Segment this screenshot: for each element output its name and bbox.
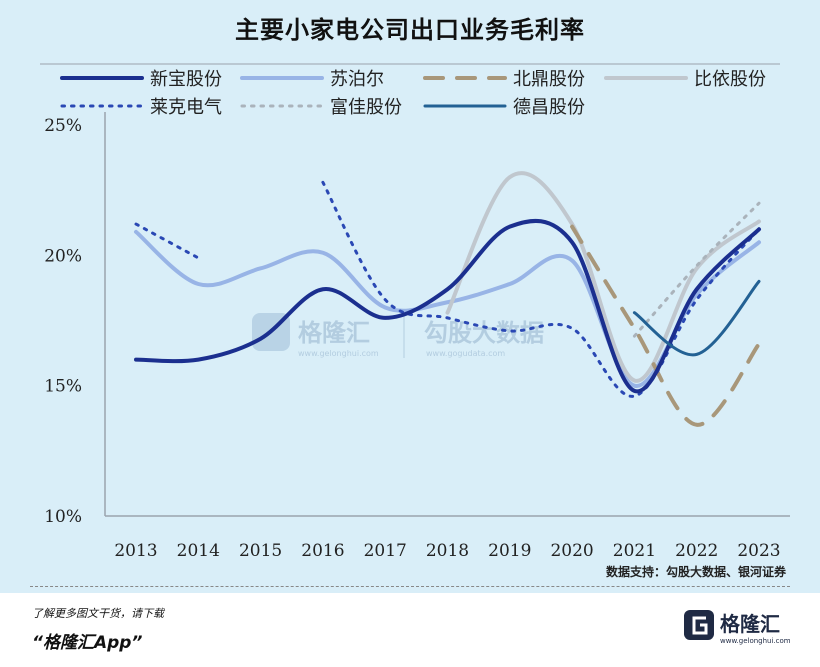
legend-label: 莱克电气 <box>150 97 222 118</box>
y-tick-label: 15% <box>44 377 82 397</box>
series-line-富佳股份 <box>632 201 761 338</box>
legend-label: 北鼎股份 <box>513 69 585 90</box>
x-tick-label: 2018 <box>426 541 469 561</box>
brand-logo-url: www.gelonghui.com <box>720 637 791 645</box>
watermark-left-url: www.gelonghui.com <box>298 349 379 358</box>
chart-title: 主要小家电公司出口业务毛利率 <box>235 16 585 44</box>
brand-logo-icon <box>684 610 714 640</box>
series-line-莱克电气 <box>134 222 200 260</box>
series-line-德昌股份 <box>632 279 761 357</box>
legend-label: 新宝股份 <box>150 69 222 90</box>
x-tick-label: 2017 <box>364 541 407 561</box>
footer-divider <box>30 586 790 587</box>
x-tick-label: 2021 <box>613 541 656 561</box>
line-chart: 格隆汇 www.gelonghui.com 勾股大数据 www.gogudata.co… <box>40 63 790 561</box>
x-tick-label: 2022 <box>675 541 718 561</box>
x-tick-label: 2023 <box>737 541 780 561</box>
chart-card: 主要小家电公司出口业务毛利率 格隆汇 www.gelonghui.com 勾股大数据… <box>0 0 820 593</box>
x-tick-label: 2020 <box>550 541 593 561</box>
source-note: 数据支持：勾股大数据、银河证券 <box>605 565 786 579</box>
x-tick-label: 2014 <box>177 541 220 561</box>
x-tick-label: 2015 <box>239 541 282 561</box>
y-tick-label: 20% <box>44 246 82 266</box>
watermark-right-url: www.gogudata.com <box>426 349 505 358</box>
x-tick-label: 2016 <box>301 541 344 561</box>
legend-label: 德昌股份 <box>513 97 585 118</box>
series-line-新宝股份 <box>134 218 761 394</box>
series-line-比依股份 <box>445 171 761 383</box>
brand-logo-text: 格隆汇 <box>720 612 780 636</box>
footer-download-note: 了解更多图文干货，请下载 <box>32 607 164 620</box>
series-line-莱克电气 <box>321 180 761 398</box>
brand-logo[interactable]: 格隆汇 www.gelonghui.com <box>682 606 792 646</box>
watermark-right-text: 勾股大数据 <box>424 319 544 347</box>
y-tick-label: 10% <box>44 507 82 527</box>
legend-label: 富佳股份 <box>330 97 402 118</box>
watermark-left-text: 格隆汇 <box>298 319 370 347</box>
legend-label: 苏泊尔 <box>330 69 384 90</box>
y-tick-label: 25% <box>44 116 82 136</box>
x-tick-label: 2013 <box>114 541 157 561</box>
x-tick-label: 2019 <box>488 541 531 561</box>
legend-label: 比依股份 <box>694 69 766 90</box>
footer-app-name: “格隆汇App” <box>32 633 143 653</box>
